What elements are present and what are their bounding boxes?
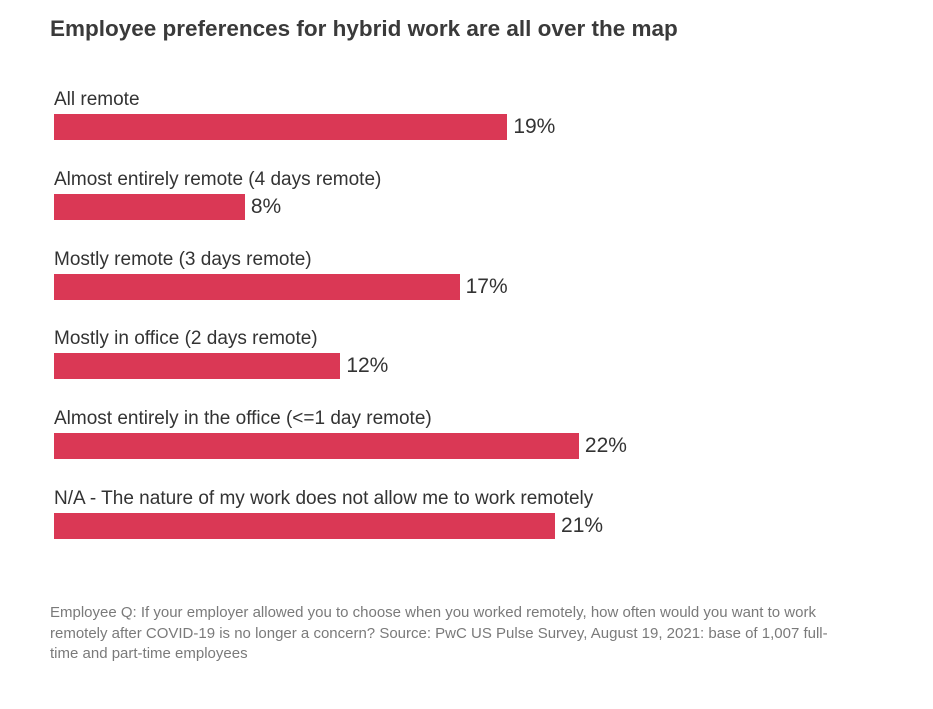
value-label: 22% — [584, 434, 627, 458]
bar — [54, 193, 245, 220]
chart-footnote: Employee Q: If your employer allowed you… — [50, 604, 828, 662]
chart-title: Employee preferences for hybrid work are… — [50, 16, 678, 41]
category-label: Almost entirely remote (4 days remote) — [54, 168, 382, 190]
value-label: 17% — [465, 274, 508, 298]
bar — [54, 513, 556, 539]
category-label: N/A - The nature of my work does not all… — [54, 488, 594, 509]
value-label: 12% — [346, 354, 389, 378]
category-label: Mostly remote (3 days remote) — [54, 248, 312, 270]
bar-chart: All remote 19% Almost entirely remote (4 d… — [54, 89, 627, 539]
value-label: 19% — [513, 115, 556, 138]
bar — [54, 353, 341, 380]
category-label: Mostly in office (2 days remote) — [54, 328, 318, 350]
bar — [54, 114, 508, 140]
category-label: All remote — [54, 89, 140, 110]
value-label: 21% — [561, 514, 604, 537]
bar — [54, 433, 579, 460]
value-label: 8% — [250, 194, 282, 218]
category-label: Almost entirely in the office (<=1 day r… — [54, 408, 432, 430]
bar — [54, 273, 460, 300]
